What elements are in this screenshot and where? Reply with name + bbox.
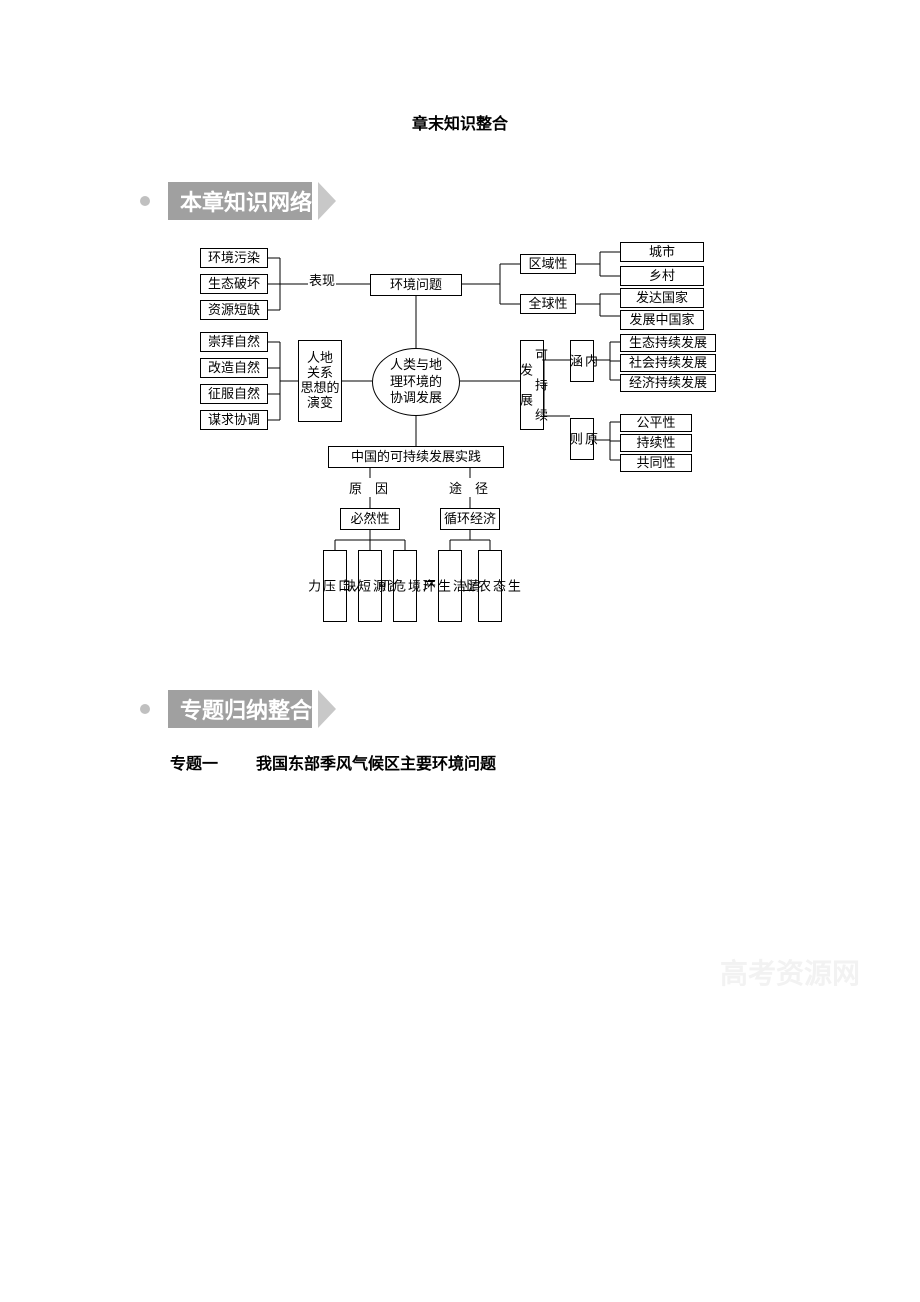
banner-chevron-icon: [318, 690, 336, 728]
node-commonality: 共同性: [620, 454, 692, 472]
knowledge-diagram: 环境污染 生态破坏 资源短缺 表现 环境问题 区域性 全球性 城市 乡村 发达国…: [170, 240, 780, 660]
node-developed: 发达国家: [620, 288, 704, 308]
node-eco-agriculture: 生 态 农 业: [478, 550, 502, 622]
node-developing: 发展中国家: [620, 310, 704, 330]
node-global: 全球性: [520, 294, 576, 314]
banner-label: 本章知识网络: [180, 185, 312, 217]
page-title: 章末知识整合: [0, 110, 920, 134]
watermark-text: 高考资源网: [720, 952, 860, 992]
node-center-oval: 人类与地 理环境的 协调发展: [372, 348, 460, 416]
node-necessity: 必然性: [340, 508, 400, 530]
node-fairness: 公平性: [620, 414, 692, 432]
node-eco-sustain: 生态持续发展: [620, 334, 716, 352]
node-worship-nature: 崇拜自然: [200, 332, 268, 352]
node-village: 乡村: [620, 266, 704, 286]
node-econ-sustain: 经济持续发展: [620, 374, 716, 392]
topic-title: 我国东部季风气候区主要环境问题: [256, 756, 496, 773]
node-env-crisis: 环 境 危 机: [393, 550, 417, 622]
node-principle: 原 则: [570, 418, 594, 460]
banner-label: 专题归纳整合: [180, 693, 312, 725]
node-seek-harmony: 谋求协调: [200, 410, 268, 430]
topic-heading: 专题一 我国东部季风气候区主要环境问题: [170, 750, 496, 774]
topic-prefix: 专题一: [170, 756, 218, 773]
node-env-problem: 环境问题: [370, 274, 462, 296]
node-circular-econ: 循环经济: [440, 508, 500, 530]
label-manifest: 表现: [308, 270, 336, 289]
node-city: 城市: [620, 242, 704, 262]
node-continuity: 持续性: [620, 434, 692, 452]
node-env-pollution: 环境污染: [200, 248, 268, 268]
node-resource-shortage: 资源短缺: [200, 300, 268, 320]
node-china-practice: 中国的可持续发展实践: [328, 446, 504, 468]
node-transform-nature: 改造自然: [200, 358, 268, 378]
section-banner-knowledge-network: 本章知识网络: [140, 182, 336, 220]
node-rel-evolution: 人地 关系 思想的 演变: [298, 340, 342, 422]
section-banner-topic-summary: 专题归纳整合: [140, 690, 336, 728]
node-sustainable-dev: 可 持 续 发 展: [520, 340, 544, 430]
node-eco-damage: 生态破坏: [200, 274, 268, 294]
banner-dot-icon: [140, 196, 150, 206]
node-clean-production: 清 洁 生 产: [438, 550, 462, 622]
label-path: 途 径: [448, 478, 489, 497]
banner-body: 本章知识网络: [168, 182, 312, 220]
banner-body: 专题归纳整合: [168, 690, 312, 728]
banner-dot-icon: [140, 704, 150, 714]
node-social-sustain: 社会持续发展: [620, 354, 716, 372]
node-conquer-nature: 征服自然: [200, 384, 268, 404]
node-regional: 区域性: [520, 254, 576, 274]
node-connotation: 内 涵: [570, 340, 594, 382]
banner-chevron-icon: [318, 182, 336, 220]
label-cause: 原 因: [348, 478, 389, 497]
